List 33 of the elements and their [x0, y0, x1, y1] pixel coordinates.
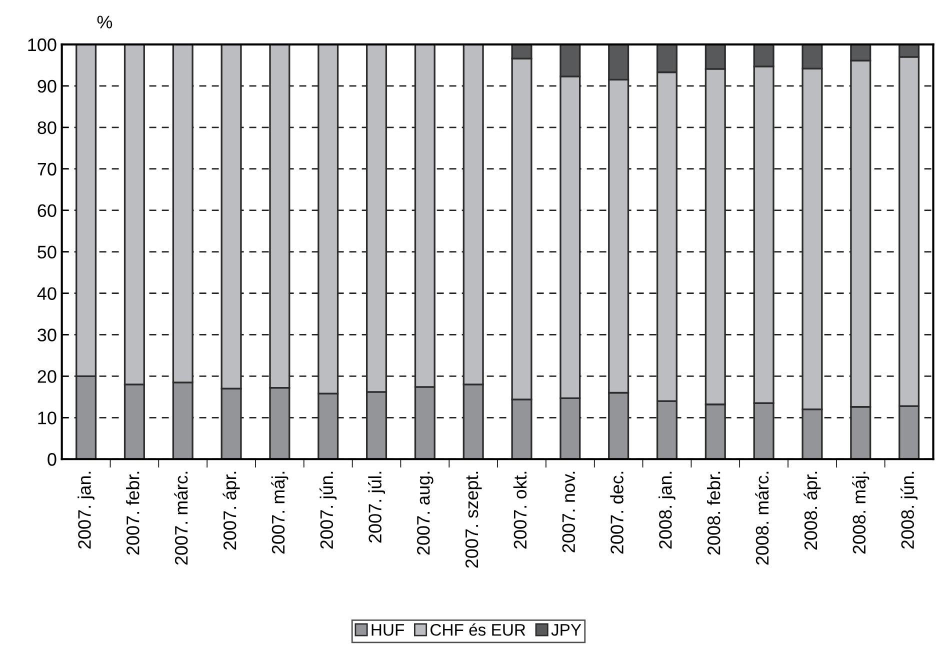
x-tick-label: 2007. júl.	[368, 472, 386, 543]
y-tick-label: 0	[48, 453, 56, 466]
y-tick-label: 100	[28, 38, 56, 52]
x-tick-label: 2007. dec.	[610, 472, 624, 554]
legend-label: JPY	[551, 624, 582, 636]
y-axis-title: %	[97, 16, 112, 28]
y-tick-label: 10	[38, 412, 56, 424]
y-tick-label: 50	[38, 246, 56, 259]
x-tick-label: 2007. márc.	[174, 472, 188, 565]
y-tick-label: 20	[38, 370, 56, 383]
y-tick-label: 90	[38, 80, 56, 93]
x-tick-label: 2007. febr.	[126, 472, 140, 555]
x-tick-label: 2008. jan.	[658, 472, 676, 549]
x-tick-label: 2007. jan.	[78, 472, 94, 549]
legend-label: CHF és EUR	[430, 623, 526, 636]
x-tick-label: 2008. márc.	[755, 472, 769, 565]
y-tick-label: 70	[38, 162, 56, 176]
x-tick-label: 2007. aug.	[416, 472, 434, 555]
x-tick-label: 2007. jún.	[320, 472, 337, 549]
y-tick-label: 80	[38, 121, 56, 134]
y-tick-label: 40	[37, 287, 56, 300]
y-tick-label: 30	[38, 328, 56, 342]
x-tick-label: 2007. máj.	[271, 472, 288, 554]
x-tick-label: 2008. máj.	[852, 472, 870, 554]
x-tick-label: 2008. ápr.	[804, 472, 821, 550]
x-tick-label: 2007. ápr.	[222, 472, 240, 550]
x-tick-label: 2008. jún.	[900, 472, 918, 549]
x-tick-label: 2007. nov.	[562, 472, 576, 552]
y-tick-label: 60	[38, 204, 56, 218]
x-tick-label: 2008. febr.	[706, 472, 720, 555]
x-tick-label: 2007. okt.	[513, 472, 527, 549]
x-tick-label: 2007. szept.	[465, 472, 482, 568]
legend-label: HUF	[372, 624, 404, 636]
